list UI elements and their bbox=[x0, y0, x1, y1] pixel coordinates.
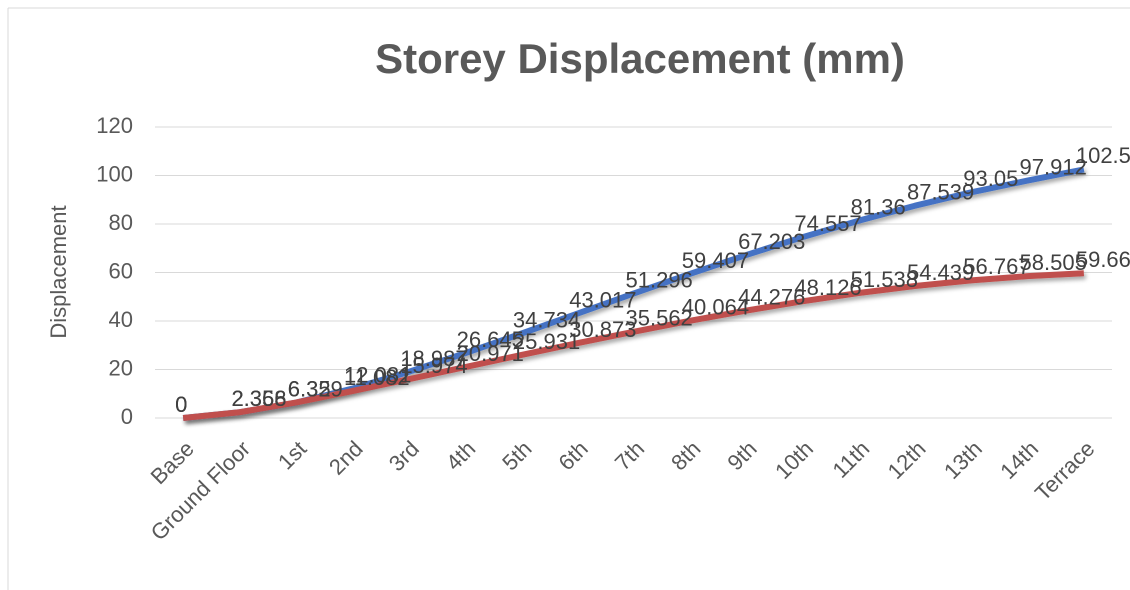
x-tick-label: Terrace bbox=[1030, 436, 1100, 506]
y-tick-label: 40 bbox=[109, 307, 133, 332]
data-label: 97.912 bbox=[1020, 154, 1087, 179]
data-label: 25.931 bbox=[513, 329, 580, 354]
y-tick-label: 20 bbox=[109, 355, 133, 380]
data-label: 87.539 bbox=[907, 180, 974, 205]
data-label: 20.971 bbox=[457, 341, 524, 366]
data-label: 2.368 bbox=[231, 386, 286, 411]
x-tick-label: 6th bbox=[554, 436, 593, 475]
x-tick-label: 14th bbox=[995, 436, 1043, 484]
y-tick-label: 100 bbox=[96, 161, 133, 186]
x-tick-label: 2nd bbox=[324, 436, 368, 480]
y-tick-label: 80 bbox=[109, 210, 133, 235]
x-tick-label: 13th bbox=[939, 436, 987, 484]
x-tick-label: 4th bbox=[441, 436, 480, 475]
data-label: 54.439 bbox=[907, 260, 974, 285]
data-label: 67.203 bbox=[738, 229, 805, 254]
data-label: 44.276 bbox=[738, 284, 805, 309]
data-label: 59.669 bbox=[1076, 247, 1130, 272]
data-label: 56.767 bbox=[963, 254, 1030, 279]
x-tick-label: 8th bbox=[666, 436, 705, 475]
x-tick-label: 11th bbox=[828, 436, 875, 483]
x-tick-label: 3rd bbox=[384, 436, 424, 476]
data-label: 58.505 bbox=[1020, 250, 1087, 275]
y-tick-label: 0 bbox=[121, 404, 133, 429]
y-axis-label: Displacement bbox=[46, 205, 71, 338]
data-label: 15.974 bbox=[400, 353, 467, 378]
x-tick-label: 7th bbox=[610, 436, 649, 475]
data-label: 30.873 bbox=[569, 317, 636, 342]
data-label: 43.017 bbox=[569, 287, 636, 312]
series-line bbox=[182, 270, 1085, 421]
data-label: 35.562 bbox=[626, 306, 693, 331]
data-label: 18.987 bbox=[400, 346, 467, 371]
x-tick-label: 10th bbox=[770, 436, 818, 484]
data-label: 93.05 bbox=[963, 166, 1018, 191]
y-tick-label: 120 bbox=[96, 113, 133, 138]
data-label: 34.734 bbox=[513, 308, 580, 333]
data-label: 48.126 bbox=[794, 275, 861, 300]
data-label: 74.557 bbox=[794, 211, 861, 236]
data-label: 6.329 bbox=[288, 376, 343, 401]
data-label: 0 bbox=[175, 392, 187, 417]
x-tick-label: Base bbox=[146, 436, 199, 489]
x-tick-label: Ground Floor bbox=[146, 436, 255, 545]
data-label: 12.081 bbox=[344, 363, 411, 388]
data-label: 6.35 bbox=[288, 376, 331, 401]
x-tick-label: 9th bbox=[722, 436, 761, 475]
data-label: 26.645 bbox=[457, 327, 524, 352]
data-label: 11.082 bbox=[344, 365, 410, 390]
y-tick-label: 60 bbox=[109, 258, 133, 283]
data-label: 102.518 bbox=[1076, 143, 1130, 168]
data-label: 40.064 bbox=[682, 295, 749, 320]
x-tick-label: 12th bbox=[883, 436, 931, 484]
chart-title: Storey Displacement (mm) bbox=[375, 35, 905, 82]
x-tick-label: 1st bbox=[273, 436, 311, 474]
data-label: 0 bbox=[175, 392, 187, 417]
data-label: 51.296 bbox=[626, 267, 693, 292]
x-tick-label: 5th bbox=[497, 436, 536, 475]
data-label: 2.356 bbox=[231, 386, 286, 411]
data-label: 81.36 bbox=[851, 195, 906, 220]
data-label: 51.538 bbox=[851, 267, 918, 292]
data-label: 59.407 bbox=[682, 248, 749, 273]
